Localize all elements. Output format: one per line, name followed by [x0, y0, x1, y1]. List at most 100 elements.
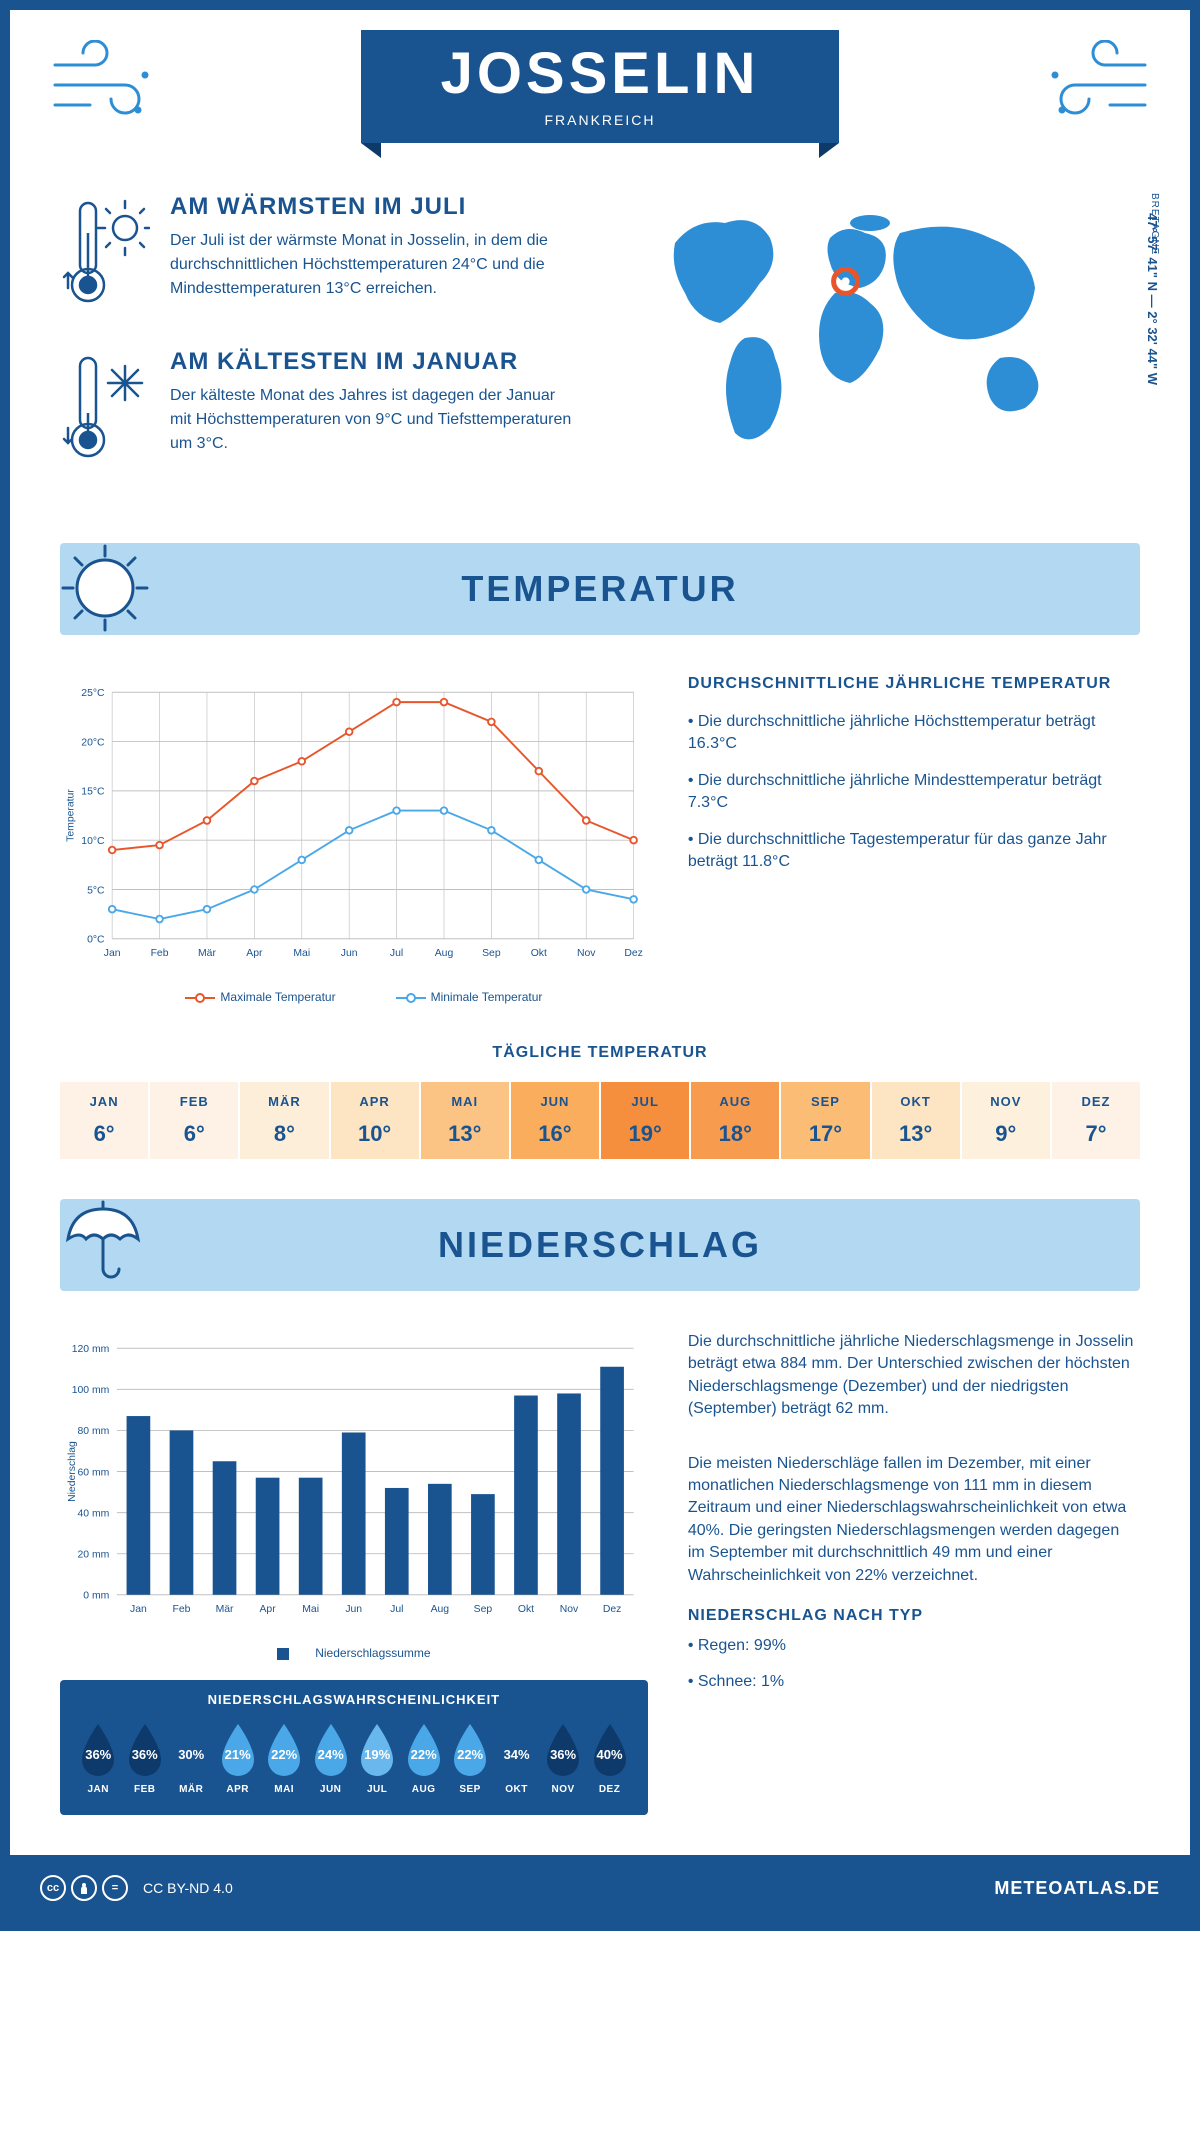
temperature-header: TEMPERATUR: [60, 543, 1140, 635]
svg-text:Apr: Apr: [259, 1604, 276, 1615]
wind-icon-right: [1040, 40, 1150, 135]
svg-text:Jul: Jul: [390, 1604, 403, 1615]
daily-temp-value: 10°: [335, 1121, 415, 1147]
footer: cc = CC BY-ND 4.0 METEOATLAS.DE: [10, 1855, 1190, 1921]
daily-temp-cell: MÄR8°: [238, 1082, 328, 1159]
svg-text:Jan: Jan: [130, 1604, 147, 1615]
precip-type-line: • Regen: 99%: [688, 1635, 1140, 1657]
temp-stat-line: • Die durchschnittliche Tagestemperatur …: [688, 829, 1140, 874]
daily-temperature: TÄGLICHE TEMPERATUR JAN6°FEB6°MÄR8°APR10…: [10, 1024, 1190, 1199]
precip-drop: 36% FEB: [123, 1722, 167, 1795]
cc-icons: cc =: [40, 1875, 128, 1901]
drop-value: 22%: [457, 1747, 483, 1762]
precipitation-text: Die durchschnittliche jährliche Niedersc…: [688, 1331, 1140, 1835]
svg-text:40 mm: 40 mm: [77, 1508, 109, 1519]
svg-text:Jan: Jan: [104, 948, 121, 959]
daily-temp-month: APR: [335, 1094, 415, 1109]
legend-item: Minimale Temperatur: [376, 990, 543, 1004]
umbrella-icon: [55, 1194, 150, 1294]
svg-text:Nov: Nov: [560, 1604, 579, 1615]
infographic-page: JOSSELIN FRANKREICH AM WÄRMSTEN IM JULI …: [0, 0, 1200, 1931]
temperature-stats: DURCHSCHNITTLICHE JÄHRLICHE TEMPERATUR •…: [688, 675, 1140, 1004]
drop-icon: 22%: [448, 1722, 492, 1778]
svg-text:Aug: Aug: [431, 1604, 450, 1615]
footer-left: cc = CC BY-ND 4.0: [40, 1875, 233, 1901]
daily-temp-month: JUL: [605, 1094, 685, 1109]
drop-month: MÄR: [169, 1784, 213, 1795]
drop-value: 34%: [504, 1747, 530, 1762]
drop-value: 22%: [411, 1747, 437, 1762]
precip-drop: 22% SEP: [448, 1722, 492, 1795]
temperature-legend: Maximale TemperaturMinimale Temperatur: [60, 990, 648, 1004]
daily-temp-month: JAN: [64, 1094, 144, 1109]
precip-drop: 36% JAN: [76, 1722, 120, 1795]
daily-temp-month: SEP: [785, 1094, 865, 1109]
daily-temp-title: TÄGLICHE TEMPERATUR: [60, 1044, 1140, 1062]
header-banner: JOSSELIN FRANKREICH: [361, 30, 840, 143]
drop-month: JUN: [309, 1784, 353, 1795]
coldest-text: Der kälteste Monat des Jahres ist dagege…: [170, 384, 580, 456]
temperature-line-chart: 0°C5°C10°C15°C20°C25°CJanFebMärAprMaiJun…: [60, 675, 648, 975]
daily-temp-cell: SEP17°: [779, 1082, 869, 1159]
drop-month: DEZ: [588, 1784, 632, 1795]
coldest-block: AM KÄLTESTEN IM JANUAR Der kälteste Mona…: [60, 348, 580, 473]
svg-text:0 mm: 0 mm: [83, 1591, 109, 1602]
warmest-title: AM WÄRMSTEN IM JULI: [170, 193, 580, 221]
precipitation-chart-box: 0 mm20 mm40 mm60 mm80 mm100 mm120 mmJanF…: [60, 1331, 648, 1835]
drop-month: JAN: [76, 1784, 120, 1795]
precip-drop: 30% MÄR: [169, 1722, 213, 1795]
drop-month: APR: [216, 1784, 260, 1795]
daily-temp-value: 8°: [244, 1121, 324, 1147]
svg-text:Dez: Dez: [603, 1604, 622, 1615]
daily-temp-value: 6°: [154, 1121, 234, 1147]
svg-text:Aug: Aug: [435, 948, 454, 959]
wind-icon-left: [50, 40, 160, 135]
nd-icon: =: [102, 1875, 128, 1901]
precip-drop: 22% MAI: [262, 1722, 306, 1795]
precip-drops-row: 36% JAN 36% FEB 30% MÄR 21% APR: [75, 1722, 633, 1795]
header: JOSSELIN FRANKREICH: [10, 10, 1190, 173]
daily-temp-value: 9°: [966, 1121, 1046, 1147]
svg-text:120 mm: 120 mm: [72, 1344, 110, 1355]
city-name: JOSSELIN: [441, 40, 760, 107]
drop-value: 40%: [597, 1747, 623, 1762]
drop-icon: 24%: [309, 1722, 353, 1778]
precip-legend-label: Niederschlagssumme: [315, 1646, 430, 1660]
svg-text:0°C: 0°C: [87, 935, 105, 946]
temp-stat-line: • Die durchschnittliche jährliche Höchst…: [688, 711, 1140, 756]
drop-value: 30%: [178, 1747, 204, 1762]
svg-text:Mai: Mai: [302, 1604, 319, 1615]
svg-text:Jun: Jun: [341, 948, 358, 959]
precip-text-1: Die durchschnittliche jährliche Niedersc…: [688, 1331, 1140, 1421]
daily-temp-cell: MAI13°: [419, 1082, 509, 1159]
drop-icon: 22%: [262, 1722, 306, 1778]
svg-text:5°C: 5°C: [87, 885, 105, 896]
temperature-title: TEMPERATUR: [90, 568, 1110, 610]
precip-type-line: • Schnee: 1%: [688, 1671, 1140, 1693]
svg-text:Temperatur: Temperatur: [65, 789, 76, 842]
daily-temp-cell: AUG18°: [689, 1082, 779, 1159]
precip-text-2: Die meisten Niederschläge fallen im Deze…: [688, 1453, 1140, 1587]
drop-value: 36%: [550, 1747, 576, 1762]
precip-drop: 40% DEZ: [588, 1722, 632, 1795]
precip-drop: 22% AUG: [402, 1722, 446, 1795]
svg-text:Okt: Okt: [518, 1604, 534, 1615]
daily-temp-value: 19°: [605, 1121, 685, 1147]
svg-text:Dez: Dez: [624, 948, 643, 959]
svg-text:Apr: Apr: [246, 948, 263, 959]
drop-month: OKT: [495, 1784, 539, 1795]
precip-drop: 24% JUN: [309, 1722, 353, 1795]
precip-drop: 34% OKT: [495, 1722, 539, 1795]
precip-drop: 36% NOV: [541, 1722, 585, 1795]
daily-temp-month: JUN: [515, 1094, 595, 1109]
precipitation-legend: Niederschlagssumme: [60, 1646, 648, 1660]
precipitation-probability: NIEDERSCHLAGSWAHRSCHEINLICHKEIT 36% JAN …: [60, 1680, 648, 1815]
drop-icon: 34%: [495, 1722, 539, 1778]
warmest-block: AM WÄRMSTEN IM JULI Der Juli ist der wär…: [60, 193, 580, 318]
svg-text:60 mm: 60 mm: [77, 1467, 109, 1478]
drop-month: NOV: [541, 1784, 585, 1795]
drop-month: MAI: [262, 1784, 306, 1795]
svg-text:100 mm: 100 mm: [72, 1385, 110, 1396]
intro-section: AM WÄRMSTEN IM JULI Der Juli ist der wär…: [10, 173, 1190, 543]
daily-temp-cell: JAN6°: [60, 1082, 148, 1159]
